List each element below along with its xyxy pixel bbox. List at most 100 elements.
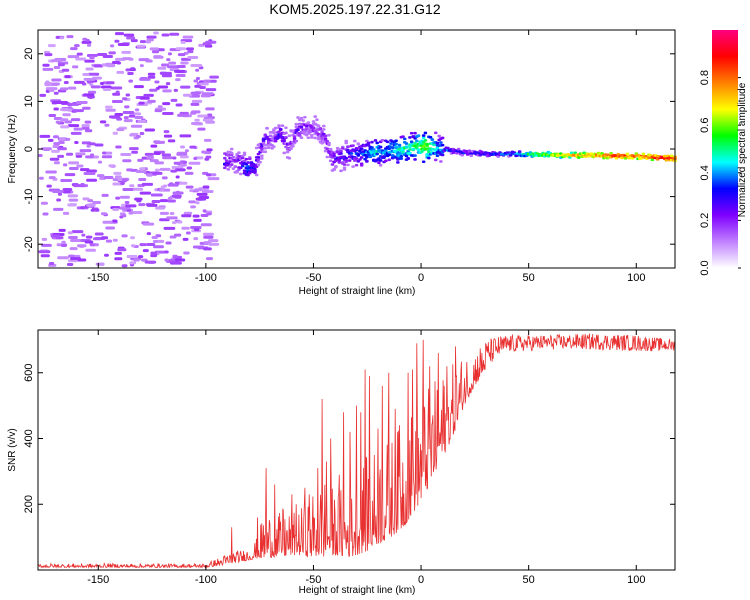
spectrogram-point xyxy=(144,128,156,132)
spectrogram-point xyxy=(155,206,166,210)
spectrogram-point xyxy=(153,31,159,35)
spectrogram-point xyxy=(76,164,84,168)
spectrogram-point xyxy=(446,146,450,150)
spectrogram-point xyxy=(467,149,472,153)
spectrogram-point xyxy=(38,154,43,158)
spectrogram-point xyxy=(174,168,186,172)
spectrogram-point xyxy=(244,157,249,161)
spectrogram-point xyxy=(206,116,215,120)
spectrogram-point xyxy=(353,139,357,143)
spectrogram-point xyxy=(157,105,163,109)
spectrogram-point xyxy=(80,206,85,210)
spectrogram-point xyxy=(339,149,343,153)
spectrogram-point xyxy=(124,201,130,205)
spectrogram-point xyxy=(141,182,154,186)
spectrogram-point xyxy=(51,82,60,86)
spectrogram-point xyxy=(161,74,173,78)
spectrogram-point xyxy=(396,161,400,164)
spectrogram-point xyxy=(181,214,192,218)
spectrogram-point xyxy=(106,64,116,68)
spectrogram-point xyxy=(197,114,208,118)
spectrogram-point xyxy=(228,165,232,168)
spectrogram-point xyxy=(430,138,435,141)
spectrogram-point xyxy=(322,140,326,144)
spectrogram-point xyxy=(105,81,115,85)
spectrogram-point xyxy=(51,149,60,153)
spectrogram-point xyxy=(256,156,261,159)
spectrogram-point xyxy=(108,51,116,55)
spectrogram-y-ticks: -20 -10 0 10 20 xyxy=(23,48,675,252)
spectrogram-point xyxy=(175,103,183,107)
spectrogram-point xyxy=(97,174,105,178)
spectrogram-point xyxy=(40,147,52,151)
spectrogram-point xyxy=(440,143,445,147)
spectrogram-point xyxy=(190,225,202,229)
spectrogram-point xyxy=(162,102,171,106)
spectrogram-point xyxy=(311,126,316,130)
spectrogram-point xyxy=(423,131,428,135)
spectrogram-point xyxy=(52,190,64,194)
spectrogram-point xyxy=(246,161,250,164)
spectrogram-point xyxy=(228,160,232,163)
spectrogram-point xyxy=(346,163,350,167)
spectrogram-point xyxy=(205,257,214,261)
spectrogram-point xyxy=(203,79,211,83)
spectrogram-point xyxy=(83,77,96,81)
spectrogram-point xyxy=(94,232,104,236)
spectrogram-point xyxy=(384,159,388,163)
spectrogram-point xyxy=(51,100,64,104)
spectrogram-point xyxy=(306,121,311,125)
spectrogram-point xyxy=(104,151,113,155)
spectrogram-point xyxy=(93,64,104,68)
spectrogram-point xyxy=(208,239,219,243)
spectrogram-point xyxy=(163,134,173,138)
spectrogram-point xyxy=(139,191,152,195)
spectrogram-point xyxy=(89,153,95,157)
spectrogram-point xyxy=(191,99,203,103)
spectrogram-point xyxy=(408,136,412,139)
spectrogram-point xyxy=(60,179,73,183)
y-tick-label: 20 xyxy=(23,48,35,60)
spectrogram-point xyxy=(167,52,172,56)
spectrogram-point xyxy=(112,238,118,242)
spectrogram-point xyxy=(184,171,194,175)
spectrogram-point xyxy=(137,158,144,162)
spectrogram-point xyxy=(323,134,328,138)
spectrogram-point xyxy=(377,161,381,165)
spectrogram-point xyxy=(84,59,95,63)
spectrogram-point xyxy=(61,68,70,72)
spectrogram-point xyxy=(68,161,80,165)
spectrogram-point xyxy=(289,147,293,150)
spectrogram-point xyxy=(625,152,630,156)
colorbar-tick-label: 0.2 xyxy=(699,213,711,228)
spectrogram-point xyxy=(413,141,417,145)
spectrogram-point xyxy=(260,147,264,151)
spectrogram-point xyxy=(158,48,165,52)
spectrogram-point xyxy=(365,160,369,163)
spectrogram-point xyxy=(58,228,66,232)
spectrogram-point xyxy=(67,194,79,198)
spectrogram-point xyxy=(167,139,176,143)
spectrogram-point xyxy=(168,61,177,65)
spectrogram-point xyxy=(121,234,128,238)
spectrogram-point xyxy=(75,152,86,156)
spectrogram-point xyxy=(287,156,292,160)
spectrogram-point xyxy=(327,133,331,137)
spectrogram-point xyxy=(152,239,158,243)
spectrogram-point xyxy=(404,142,409,145)
spectrogram-point xyxy=(316,136,321,140)
spectrogram-point xyxy=(248,166,252,170)
spectrogram-point xyxy=(82,106,91,110)
spectrogram-point xyxy=(188,161,201,165)
spectrogram-point xyxy=(157,66,167,70)
spectrogram-point xyxy=(68,254,75,258)
spectrogram-point xyxy=(397,143,402,147)
spectrogram-point xyxy=(182,160,188,164)
spectrogram-point xyxy=(67,124,80,128)
y-tick-label: 200 xyxy=(23,495,35,513)
spectrogram-point xyxy=(163,226,176,230)
spectrogram-point xyxy=(294,122,299,126)
spectrogram-point xyxy=(132,187,144,191)
spectrogram-point xyxy=(203,138,212,142)
spectrogram-point xyxy=(161,33,170,37)
